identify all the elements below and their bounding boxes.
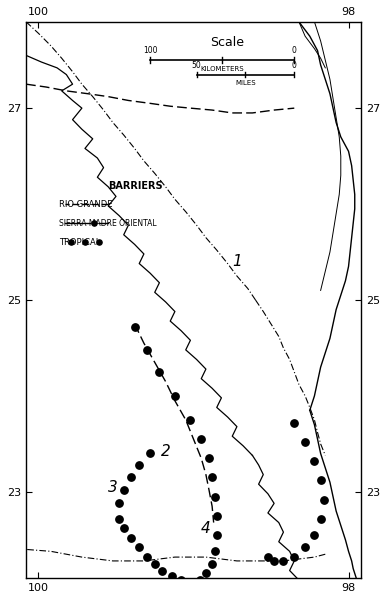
Point: [172, 391, 178, 401]
Point: [169, 571, 175, 581]
Point: [209, 559, 215, 569]
Text: 3: 3: [108, 479, 118, 494]
Point: [144, 552, 150, 562]
Point: [136, 460, 142, 470]
Point: [214, 511, 220, 521]
Point: [159, 566, 166, 575]
Point: [291, 552, 297, 562]
Point: [291, 418, 297, 428]
Point: [209, 473, 215, 482]
Point: [96, 238, 102, 247]
Point: [271, 556, 277, 566]
Text: 100: 100: [143, 46, 158, 55]
Point: [311, 530, 317, 540]
Text: RIO GRANDE: RIO GRANDE: [58, 200, 112, 209]
Text: BARRIERS: BARRIERS: [108, 181, 163, 191]
Text: 50: 50: [192, 61, 202, 70]
Point: [214, 530, 220, 540]
Text: MILES: MILES: [235, 80, 256, 86]
Point: [212, 492, 218, 502]
Point: [68, 238, 74, 247]
Text: 0: 0: [292, 61, 297, 70]
Text: 4: 4: [201, 521, 211, 536]
Point: [121, 485, 127, 495]
Point: [321, 495, 327, 505]
Text: Scale: Scale: [211, 35, 245, 49]
Text: 2: 2: [161, 444, 170, 459]
Point: [156, 367, 163, 377]
Point: [178, 575, 184, 585]
Point: [147, 449, 153, 458]
Point: [187, 415, 194, 425]
Point: [128, 473, 135, 482]
Point: [116, 499, 122, 508]
Point: [144, 345, 150, 355]
Point: [91, 218, 98, 228]
Text: SIERRA MADRE ORIENTAL: SIERRA MADRE ORIENTAL: [58, 219, 156, 228]
Point: [318, 514, 324, 524]
Point: [280, 556, 286, 566]
Point: [121, 524, 127, 533]
Point: [318, 476, 324, 485]
Point: [136, 542, 142, 552]
Point: [311, 457, 317, 466]
Text: KILOMETERS: KILOMETERS: [200, 66, 244, 72]
Point: [212, 547, 218, 556]
Point: [206, 454, 212, 463]
Point: [116, 514, 122, 524]
Text: 1: 1: [232, 254, 242, 269]
Point: [82, 238, 88, 247]
Point: [128, 533, 135, 543]
Point: [187, 578, 194, 588]
Point: [152, 559, 158, 569]
Point: [198, 434, 204, 444]
Text: 0: 0: [292, 46, 297, 55]
Text: TROPICAL: TROPICAL: [58, 238, 100, 247]
Point: [197, 575, 203, 585]
Point: [302, 437, 308, 447]
Point: [302, 542, 308, 552]
Point: [265, 552, 271, 562]
Point: [203, 569, 209, 578]
Point: [132, 322, 138, 332]
